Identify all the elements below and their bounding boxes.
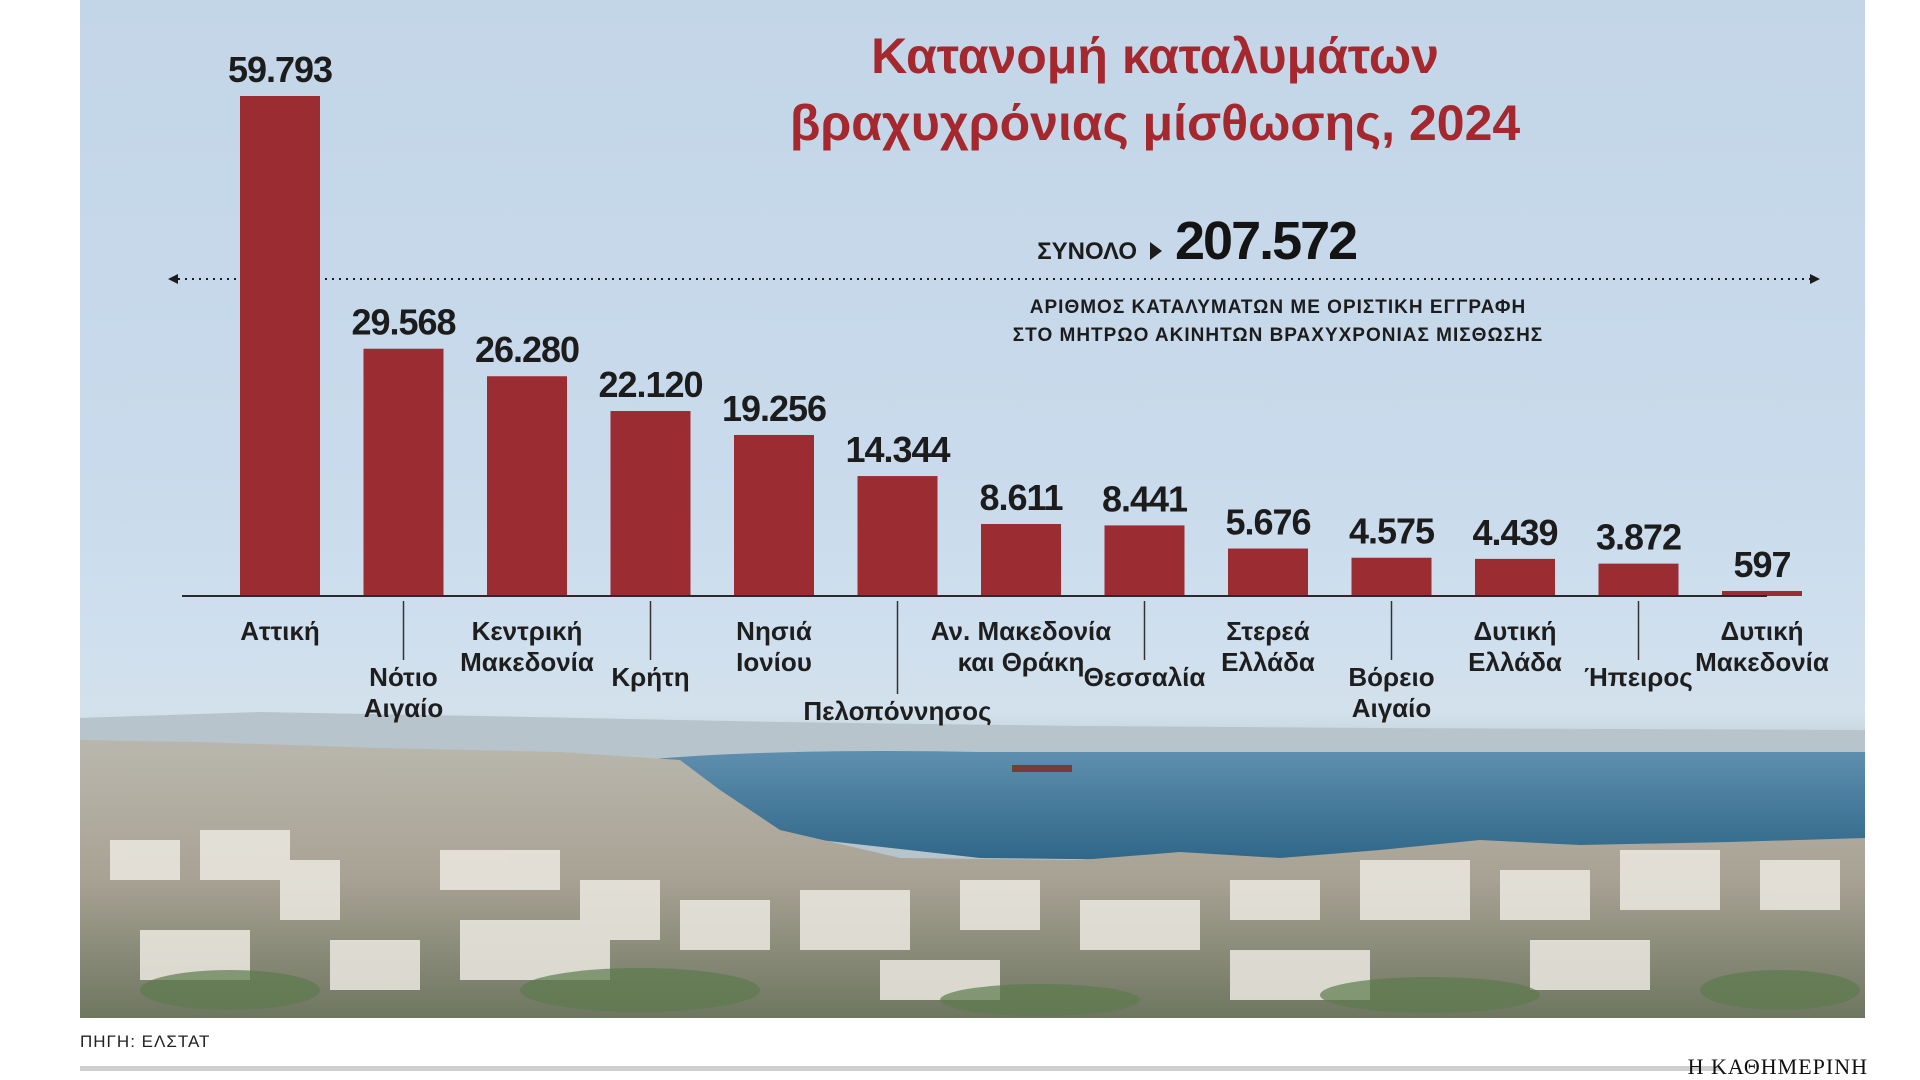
category-label: Νησιά [736,616,812,646]
category-label: Μακεδονία [1695,647,1829,677]
bar-value-label: 19.256 [722,388,826,429]
bar-value-label: 5.676 [1225,502,1310,543]
bar-value-label: 3.872 [1596,517,1681,558]
bar-value-label: 26.280 [475,329,579,370]
category-label: Αιγαίο [1352,693,1432,723]
bar [610,411,691,596]
bar-value-label: 14.344 [845,429,950,470]
category-label: Ελλάδα [1468,647,1562,677]
category-label: Ήπειρος [1584,662,1693,692]
bar [734,434,814,596]
bar-value-label: 22.120 [598,364,702,405]
bar-value-label: 4.439 [1472,512,1557,553]
bar-value-label: 8.611 [979,477,1063,518]
footer-rule [80,1066,1720,1071]
category-label: Πελοπόννησος [803,696,991,726]
category-label: Βόρειο [1348,662,1434,692]
bar-value-label: 4.575 [1349,511,1435,552]
bar-value-label: 29.568 [351,302,455,343]
total-reference-line [168,274,1820,284]
bars-group: 59.793 29.568 26.280 22.120 19.256 14.344 8.61… [228,49,1802,596]
bar [981,523,1061,596]
bar [1228,548,1308,596]
subtitle-line-2: ΣΤΟ ΜΗΤΡΩΟ ΑΚΙΝΗΤΩΝ ΒΡΑΧΥΧΡΟΝΙΑΣ ΜΙΣΘΩΣΗ… [1013,325,1543,346]
bar-value-label: 597 [1733,544,1790,585]
category-label: Θεσσαλία [1084,662,1206,692]
total-label: ΣΥΝΟΛΟ [1037,238,1137,265]
category-label: Ιονίου [736,647,812,677]
category-label: Ελλάδα [1221,647,1315,677]
chart-panel: Κατανομή καταλυμάτων βραχυχρόνιας μίσθωσ… [80,0,1865,1018]
bar [1104,525,1185,596]
bar-value-label: 8.441 [1102,478,1188,519]
category-label: Αν. Μακεδονία [931,616,1112,646]
bar-chart: Κατανομή καταλυμάτων βραχυχρόνιας μίσθωσ… [80,28,1865,1018]
chart-title-line-2: βραχυχρόνιας μίσθωσης, 2024 [790,95,1521,151]
category-label: Κεντρική [472,616,583,646]
bar [240,96,320,596]
bar [1475,558,1555,596]
chart-title-line-1: Κατανομή καταλυμάτων [871,28,1439,84]
bar [1598,563,1679,596]
bar [1722,591,1802,596]
category-label: Αττική [240,616,320,646]
total-arrow-icon [1150,242,1162,260]
category-label: Αιγαίο [364,693,444,723]
cityscape-background [80,712,1865,1018]
category-label: Κρήτη [611,662,689,692]
category-label: Δυτική [1720,616,1803,646]
category-label: Νότιο [369,662,438,692]
bar [1351,557,1432,596]
source-note: ΠΗΓΗ: ΕΛΣΤΑΤ [80,1032,211,1051]
total-value: 207.572 [1175,211,1356,271]
bar [363,348,444,596]
category-label: Δυτική [1473,616,1556,646]
category-label: Στερεά [1226,616,1310,646]
bar-value-label: 59.793 [228,49,332,90]
category-label: Μακεδονία [460,647,594,677]
subtitle-line-1: ΑΡΙΘΜΟΣ ΚΑΤΑΛΥΜΑΤΩΝ ΜΕ ΟΡΙΣΤΙΚΗ ΕΓΓΡΑΦΗ [1030,297,1526,318]
category-label: και Θράκη [958,647,1085,677]
publisher-logo: Η ΚΑΘΗΜΕΡΙΝΗ [1687,1054,1868,1079]
bar [487,376,567,596]
bar [857,476,938,596]
